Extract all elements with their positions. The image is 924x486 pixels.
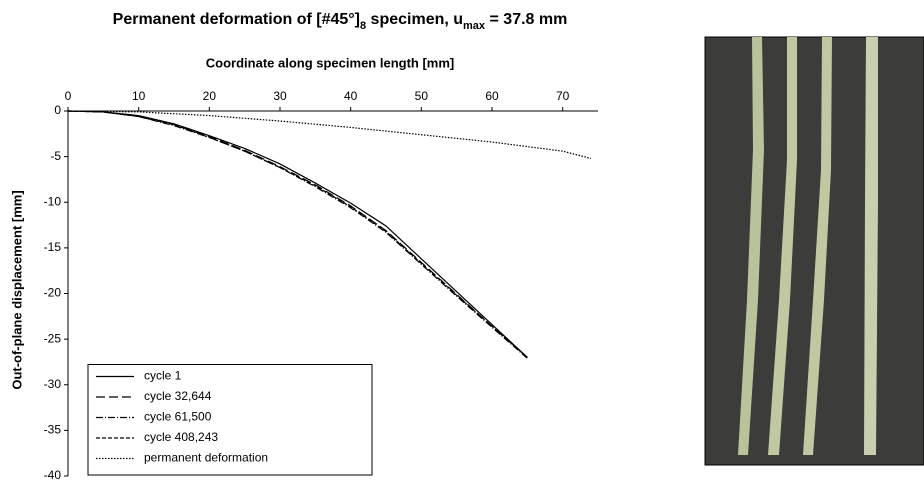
- y-tick-label: -35: [44, 423, 62, 437]
- y-tick-label: -30: [44, 377, 62, 391]
- x-tick-label: 20: [203, 89, 217, 103]
- y-tick-label: -40: [44, 468, 62, 481]
- photo: [705, 37, 924, 465]
- x-tick-label: 0: [65, 89, 72, 103]
- series-line: [68, 111, 527, 358]
- x-axis-label: Coordinate along specimen length [mm]: [206, 55, 454, 70]
- legend-label: cycle 61,500: [144, 410, 212, 424]
- legend-label: cycle 1: [144, 369, 182, 383]
- chart-title: Permanent deformation of [#45°]8 specime…: [113, 11, 568, 32]
- series-line: [68, 111, 527, 357]
- x-tick-label: 50: [415, 89, 429, 103]
- x-tick-label: 40: [344, 89, 358, 103]
- title-part: = 37.8 mm: [485, 11, 567, 28]
- x-tick-label: 60: [485, 89, 499, 103]
- series-line: [68, 111, 527, 357]
- title-part: Permanent deformation of [#45°]: [113, 11, 360, 28]
- y-axis-label: Out-of-plane displacement [mm]: [9, 190, 24, 389]
- y-tick-label: -20: [44, 286, 62, 300]
- y-tick-label: -15: [44, 240, 62, 254]
- y-tick-label: 0: [54, 103, 61, 117]
- title-part: specimen, u: [366, 11, 463, 28]
- specimen-strip: [864, 37, 878, 455]
- x-tick-label: 30: [273, 89, 287, 103]
- title-part: max: [463, 20, 486, 32]
- y-tick-label: -10: [44, 194, 62, 208]
- y-tick-label: -25: [44, 331, 62, 345]
- legend-label: cycle 408,243: [144, 430, 218, 444]
- x-tick-label: 10: [132, 89, 146, 103]
- x-tick-label: 70: [556, 89, 570, 103]
- y-tick-label: -5: [50, 149, 61, 163]
- legend-label: cycle 32,644: [144, 389, 212, 403]
- legend-label: permanent deformation: [144, 451, 268, 465]
- chart: Permanent deformation of [#45°]8 specime…: [0, 0, 924, 481]
- series-line: [68, 111, 527, 357]
